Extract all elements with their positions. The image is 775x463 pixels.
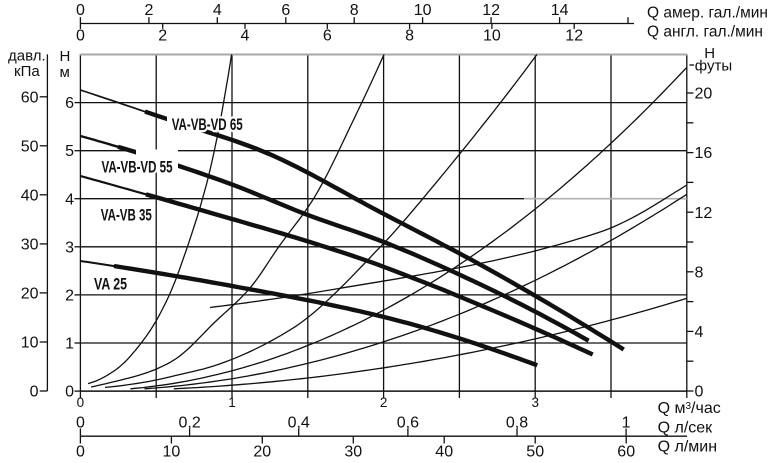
- svg-text:20: 20: [21, 286, 39, 303]
- svg-text:2: 2: [144, 2, 153, 19]
- svg-text:3: 3: [65, 239, 74, 256]
- svg-text:6: 6: [65, 95, 74, 112]
- svg-text:12: 12: [695, 205, 713, 222]
- svg-text:5: 5: [65, 143, 74, 160]
- svg-text:14: 14: [551, 2, 569, 19]
- svg-text:20: 20: [253, 444, 271, 461]
- svg-text:8: 8: [695, 264, 704, 281]
- svg-text:8: 8: [405, 28, 414, 45]
- svg-text:VA-VB-VD 55: VA-VB-VD 55: [102, 157, 173, 176]
- svg-text:6: 6: [323, 28, 332, 45]
- svg-text:10: 10: [414, 2, 432, 19]
- svg-text:16: 16: [695, 145, 713, 162]
- svg-text:0: 0: [76, 415, 85, 432]
- svg-text:50: 50: [21, 138, 39, 155]
- svg-text:30: 30: [21, 237, 39, 254]
- svg-text:Q амер. гал./мин: Q амер. гал./мин: [647, 4, 768, 21]
- svg-text:30: 30: [344, 444, 362, 461]
- svg-text:4: 4: [695, 324, 704, 341]
- svg-text:2: 2: [158, 28, 167, 45]
- svg-text:2: 2: [65, 288, 74, 305]
- svg-text:Q л/мин: Q л/мин: [658, 438, 717, 455]
- svg-text:20: 20: [695, 86, 713, 103]
- svg-text:0,4: 0,4: [288, 415, 310, 432]
- svg-text:H: H: [704, 45, 715, 62]
- svg-text:8: 8: [350, 2, 359, 19]
- svg-text:0: 0: [76, 444, 85, 461]
- svg-text:4: 4: [241, 28, 250, 45]
- svg-text:давл.: давл.: [8, 48, 46, 65]
- svg-text:0,2: 0,2: [178, 415, 200, 432]
- svg-text:4: 4: [213, 2, 222, 19]
- svg-text:2: 2: [380, 395, 388, 410]
- svg-text:VA-VB-VD 65: VA-VB-VD 65: [172, 115, 243, 134]
- svg-text:0: 0: [65, 384, 74, 401]
- svg-text:0: 0: [695, 384, 704, 401]
- svg-text:м: м: [60, 64, 70, 81]
- svg-text:0,6: 0,6: [397, 415, 419, 432]
- svg-text:0: 0: [76, 28, 85, 45]
- svg-text:4: 4: [65, 191, 74, 208]
- svg-text:10: 10: [163, 444, 181, 461]
- svg-text:VA 25: VA 25: [94, 275, 127, 294]
- svg-text:12: 12: [482, 2, 500, 19]
- svg-text:Q м3/час: Q м3/час: [658, 400, 721, 417]
- svg-text:40: 40: [21, 187, 39, 204]
- svg-text:40: 40: [435, 444, 453, 461]
- svg-text:Q англ. гал./мин: Q англ. гал./мин: [647, 24, 763, 41]
- svg-text:0: 0: [77, 395, 85, 410]
- svg-text:VA-VB 35: VA-VB 35: [101, 206, 152, 225]
- svg-text:0: 0: [76, 2, 85, 19]
- svg-text:кПа: кПа: [14, 63, 40, 80]
- svg-text:60: 60: [617, 444, 635, 461]
- svg-text:50: 50: [526, 444, 544, 461]
- svg-text:3: 3: [531, 395, 539, 410]
- svg-text:H: H: [60, 48, 71, 65]
- svg-text:футы: футы: [695, 58, 732, 75]
- svg-text:1: 1: [65, 336, 74, 353]
- svg-text:10: 10: [483, 28, 501, 45]
- svg-text:6: 6: [281, 2, 290, 19]
- svg-text:1: 1: [228, 395, 236, 410]
- svg-text:60: 60: [21, 89, 39, 106]
- svg-text:Q л/сек: Q л/сек: [658, 419, 714, 436]
- svg-text:0,8: 0,8: [506, 415, 528, 432]
- svg-text:1: 1: [622, 415, 631, 432]
- svg-text:12: 12: [565, 28, 583, 45]
- svg-text:0: 0: [30, 384, 39, 401]
- svg-text:10: 10: [21, 335, 39, 352]
